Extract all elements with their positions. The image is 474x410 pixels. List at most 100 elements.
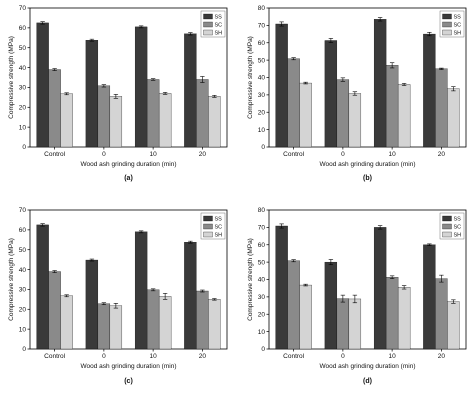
panel-caption: (d) xyxy=(363,378,372,385)
x-tick-label: 10 xyxy=(389,151,397,158)
x-tick-label: 0 xyxy=(341,151,345,158)
chart-panel-b: 0 10 20 30 40 50 60 70 80 Control 0 10 20 Wood ash gr… xyxy=(247,5,467,182)
plot-frame xyxy=(29,7,228,148)
x-tick-label: Control xyxy=(44,151,66,158)
bar-ss xyxy=(134,231,148,350)
y-tick-label: 40 xyxy=(258,277,266,284)
legend-label-sc: SC xyxy=(215,23,223,29)
bar-ss xyxy=(275,23,288,148)
x-tick-label: 0 xyxy=(102,151,106,158)
bar-ss xyxy=(275,225,288,350)
bar-sh xyxy=(348,93,362,148)
x-tick-label: 20 xyxy=(199,151,207,158)
legend-swatch-ss xyxy=(203,13,213,20)
legend-label-sh: SH xyxy=(454,233,462,239)
y-tick-label: 70 xyxy=(19,5,27,12)
y-axis-title: Compressive strength (MPa) xyxy=(247,238,254,321)
legend-label-ss: SS xyxy=(454,15,462,21)
legend-label-sh: SH xyxy=(215,233,223,239)
y-tick-label: 30 xyxy=(258,92,266,99)
y-tick-label: 20 xyxy=(258,311,266,318)
y-axis-title: Compressive strength (MPa) xyxy=(247,36,254,119)
bar-ss xyxy=(373,19,387,148)
y-tick-label: 30 xyxy=(258,294,266,301)
legend-label-sc: SC xyxy=(215,225,223,231)
y-axis-title: Compressive strength (MPa) xyxy=(8,36,15,119)
legend-swatch-sc xyxy=(442,223,452,230)
panel-caption: (b) xyxy=(363,175,372,182)
chart-panel-c: 0 10 20 30 40 50 60 70 Control 0 10 20 Wood ash grin… xyxy=(8,207,228,385)
bar-ss xyxy=(423,33,436,148)
y-tick-label: 80 xyxy=(258,207,266,214)
y-tick-label: 60 xyxy=(258,40,266,47)
y-tick-label: 10 xyxy=(258,329,266,336)
legend-swatch-sc xyxy=(203,21,213,28)
bar-sc xyxy=(435,68,448,148)
bar-ss xyxy=(373,227,387,350)
bar-sh xyxy=(397,287,411,350)
bar-sc xyxy=(435,278,448,350)
bar-sh xyxy=(299,82,312,148)
y-tick-label: 50 xyxy=(19,247,27,254)
x-tick-label: Control xyxy=(283,151,305,158)
legend-swatch-sh xyxy=(442,29,452,36)
y-tick-label: 60 xyxy=(19,227,27,234)
y-tick-label: 70 xyxy=(258,23,266,30)
bar-sh xyxy=(447,88,460,148)
legend-swatch-ss xyxy=(442,215,452,222)
bar-sc xyxy=(146,79,160,148)
y-tick-label: 50 xyxy=(258,259,266,266)
bar-sh xyxy=(60,295,73,350)
bar-sh xyxy=(208,96,221,148)
bar-sc xyxy=(48,271,61,350)
y-tick-label: 70 xyxy=(19,207,27,214)
x-tick-label: 0 xyxy=(102,353,106,360)
bar-sh xyxy=(447,301,460,350)
y-tick-label: 10 xyxy=(19,124,27,131)
legend-swatch-sc xyxy=(442,21,452,28)
y-tick-label: 20 xyxy=(19,306,27,313)
y-tick-label: 30 xyxy=(19,85,27,92)
bar-sc xyxy=(48,69,61,148)
y-tick-label: 80 xyxy=(258,5,266,12)
bar-sh xyxy=(348,298,362,350)
bar-sc xyxy=(287,58,300,148)
legend-label-sh: SH xyxy=(454,31,462,37)
bar-sh xyxy=(299,284,312,350)
y-tick-label: 0 xyxy=(261,144,265,151)
bar-ss xyxy=(184,33,197,148)
x-tick-label: Control xyxy=(44,353,66,360)
y-tick-label: 60 xyxy=(258,242,266,249)
bar-ss xyxy=(134,26,148,148)
x-axis-title: Wood ash grinding duration (min) xyxy=(81,161,177,168)
x-tick-label: 20 xyxy=(438,353,446,360)
y-tick-label: 70 xyxy=(258,225,266,232)
legend-swatch-ss xyxy=(203,215,213,222)
bar-ss xyxy=(85,40,99,148)
y-tick-label: 60 xyxy=(19,25,27,32)
legend-label-ss: SS xyxy=(454,217,462,223)
y-tick-label: 10 xyxy=(19,326,27,333)
bar-sc xyxy=(146,289,160,350)
bar-sh xyxy=(208,299,221,350)
legend-label-ss: SS xyxy=(215,15,223,21)
y-tick-label: 40 xyxy=(19,65,27,72)
panel-caption: (c) xyxy=(124,378,133,385)
bar-ss xyxy=(36,22,49,148)
x-axis-title: Wood ash grinding duration (min) xyxy=(320,161,416,168)
legend-label-sc: SC xyxy=(454,23,462,29)
x-tick-label: Control xyxy=(283,353,305,360)
y-tick-label: 50 xyxy=(19,45,27,52)
bar-sh xyxy=(397,84,411,148)
x-tick-label: 20 xyxy=(199,353,207,360)
bar-ss xyxy=(184,242,197,350)
legend-swatch-sh xyxy=(203,29,213,36)
bar-sc xyxy=(97,303,111,350)
y-tick-label: 20 xyxy=(19,104,27,111)
y-axis-title: Compressive strength (MPa) xyxy=(8,238,15,321)
x-tick-label: 10 xyxy=(389,353,397,360)
bar-sh xyxy=(109,305,123,350)
legend-label-ss: SS xyxy=(215,217,223,223)
y-tick-label: 40 xyxy=(258,75,266,82)
